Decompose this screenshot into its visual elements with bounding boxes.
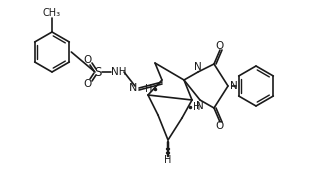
Text: H: H [164, 155, 172, 165]
Text: CH₃: CH₃ [43, 8, 61, 18]
Text: H: H [145, 84, 153, 94]
Text: O: O [83, 79, 91, 89]
Text: S: S [94, 65, 102, 78]
Text: O: O [83, 55, 91, 65]
Text: N: N [194, 62, 202, 72]
Text: N: N [230, 81, 238, 91]
Text: O: O [216, 121, 224, 131]
Text: N: N [129, 83, 137, 93]
Text: N: N [196, 101, 204, 111]
Text: NH: NH [111, 67, 127, 77]
Text: H: H [193, 102, 201, 112]
Text: O: O [216, 41, 224, 51]
